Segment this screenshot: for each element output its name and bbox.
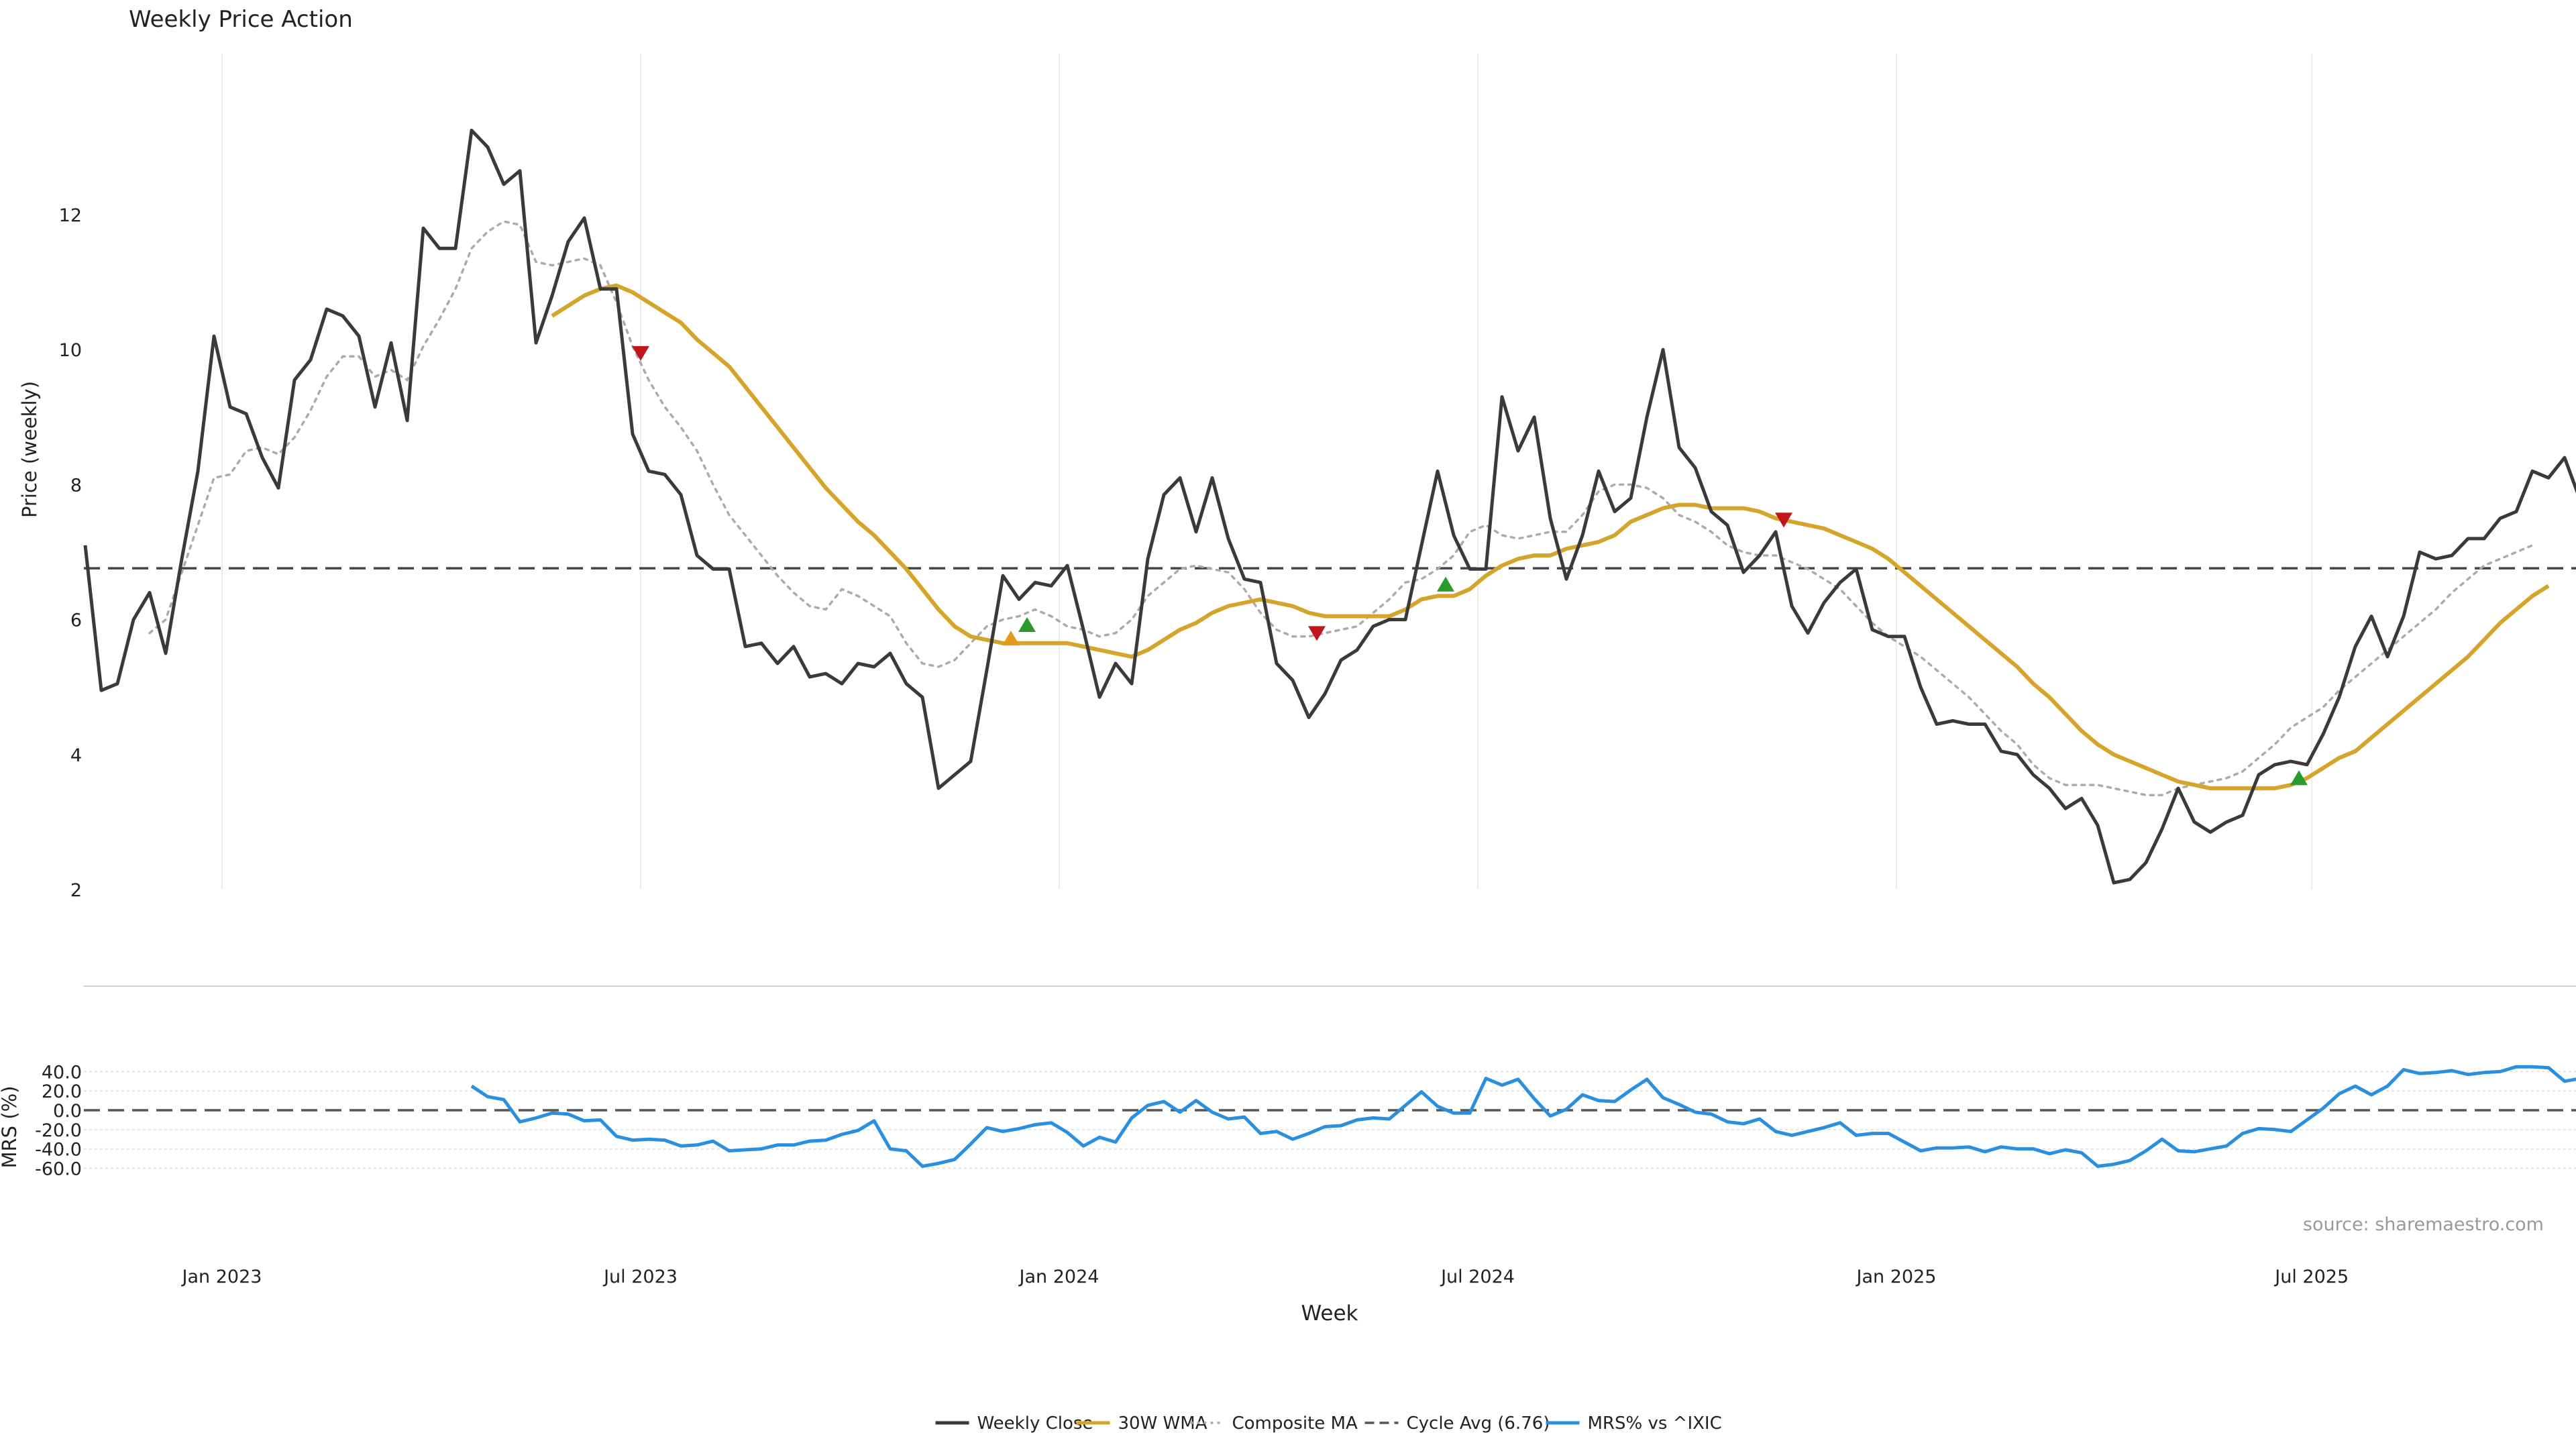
x-tick: Jul 2023 [602, 1267, 678, 1287]
x-tick: Jul 2025 [2273, 1267, 2349, 1287]
x-tick: Jan 2024 [1018, 1267, 1099, 1287]
signal-markers [632, 345, 2308, 786]
mrs-y-tick: 20.0 [42, 1081, 82, 1102]
legend-item-3: Cycle Avg (6.76) [1364, 1413, 1550, 1434]
buy-marker-4 [1437, 576, 1454, 592]
x-axis-label: Week [1301, 1301, 1358, 1326]
buy-marker-2 [1018, 616, 1036, 633]
buy-marker-6 [2290, 770, 2308, 786]
price-y-tick: 10 [59, 340, 82, 361]
mrs-y-tick-labels: 40.020.00.0-20.0-40.0-60.0 [35, 1062, 82, 1179]
price-y-tick-labels: 2 4 6 8 10 12 [59, 205, 82, 901]
price-y-tick: 12 [59, 205, 82, 226]
x-tick: Jan 2025 [1856, 1267, 1937, 1287]
mrs-horizontal-gridlines [84, 1071, 2576, 1169]
mrs-y-tick: 0.0 [53, 1101, 82, 1122]
legend-item-0: Weekly Close [935, 1413, 1093, 1434]
price-y-axis-label: Price (weekly) [18, 381, 41, 518]
legend-label: Composite MA [1232, 1413, 1358, 1434]
price-y-tick: 2 [70, 880, 82, 901]
price-vertical-gridlines [221, 54, 2313, 890]
legend-label: Cycle Avg (6.76) [1407, 1413, 1550, 1434]
x-tick-labels: Jan 2023 Jul 2023 Jan 2024 Jul 2024 Jan 2025… [181, 1267, 2349, 1287]
source-annotation: source: sharemaestro.com [2303, 1214, 2544, 1235]
weekly-close-line [83, 128, 2576, 885]
price-y-tick: 8 [70, 475, 82, 496]
legend-label: 30W WMA [1118, 1413, 1208, 1434]
chart-title: Weekly Price Action [129, 6, 353, 33]
legend-label: MRS% vs ^IXIC [1588, 1413, 1722, 1434]
mrs-y-tick: -40.0 [35, 1140, 82, 1161]
sell-marker-3 [1308, 626, 1326, 641]
price-y-tick: 6 [70, 610, 82, 631]
legend-label: Weekly Close [977, 1413, 1093, 1434]
price-y-tick: 4 [70, 745, 82, 766]
composite-ma-line [148, 220, 2534, 796]
x-tick: Jul 2024 [1440, 1267, 1515, 1287]
mrs-y-tick: -20.0 [35, 1120, 82, 1141]
legend-item-4: MRS% vs ^IXIC [1546, 1413, 1722, 1434]
legend-item-2: Composite MA [1190, 1413, 1358, 1434]
mrs-panel: 40.020.00.0-20.0-40.0-60.0 Jan 2023 Jul 2… [0, 985, 2576, 1326]
mrs-y-tick: -60.0 [35, 1159, 82, 1179]
mrs-y-tick: 40.0 [42, 1062, 82, 1083]
wma-30w-line [551, 283, 2550, 791]
legend: Weekly Close 30W WMA Composite MA Cycle Avg… [935, 1413, 1722, 1434]
price-panel: 2 4 6 8 10 12 Price (weekly) [18, 54, 2576, 901]
buy-marker-1 [1002, 631, 1020, 646]
x-tick: Jan 2023 [181, 1267, 262, 1287]
sell-marker-5 [1775, 513, 1792, 528]
mrs-line [470, 1065, 2576, 1168]
sell-marker-0 [632, 345, 649, 361]
mrs-y-axis-label: MRS (%) [0, 1086, 21, 1169]
